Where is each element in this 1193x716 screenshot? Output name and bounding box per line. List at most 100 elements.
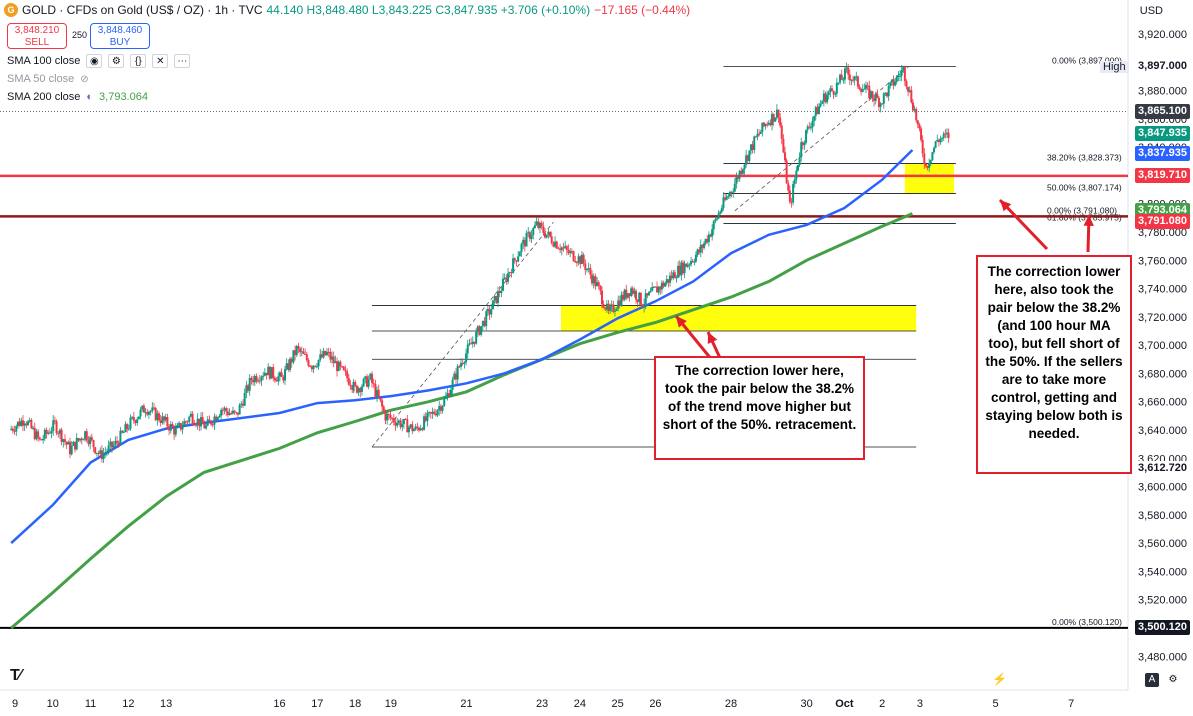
settings-icon[interactable]: ⚙	[108, 54, 125, 68]
x-tick-label: 24	[574, 698, 586, 710]
candle-body	[28, 420, 31, 422]
candle-body	[270, 367, 273, 379]
candle-body	[826, 95, 829, 103]
candle-body	[127, 428, 130, 430]
x-tick-label: 28	[725, 698, 737, 710]
candle-body	[533, 225, 536, 228]
candle-body	[592, 276, 595, 284]
code-icon[interactable]: {}	[130, 54, 147, 68]
candle-body	[673, 272, 676, 279]
candle-body	[704, 239, 707, 244]
candle-body	[341, 366, 344, 368]
candle-body	[907, 86, 910, 92]
candle-body	[908, 90, 911, 92]
y-tick-label: 3,560.000	[1138, 538, 1187, 550]
candle-body	[607, 303, 610, 311]
symbol-title[interactable]: GOLD · CFDs on Gold (US$ / OZ) · 1h · TV…	[22, 3, 263, 17]
candle-body	[806, 126, 809, 130]
candle-body	[267, 366, 270, 376]
candle-body	[369, 373, 372, 380]
candle-body	[404, 419, 407, 421]
candle-body	[615, 308, 618, 311]
settings-gear-icon[interactable]: ⚙	[1168, 674, 1178, 685]
candle-body	[273, 377, 276, 381]
candle-body	[33, 427, 36, 440]
candle-body	[732, 191, 735, 193]
candle-body	[542, 226, 545, 233]
candle-body	[470, 343, 473, 345]
candle-body	[20, 420, 23, 426]
x-tick-label: 7	[1068, 698, 1074, 710]
buy-button[interactable]: 3,848.460 BUY	[90, 23, 150, 49]
candle-body	[525, 232, 528, 247]
candle-body	[737, 176, 740, 179]
candle-body	[191, 413, 194, 424]
replay-icon[interactable]: ⚡	[992, 672, 1007, 686]
gold-coin-icon[interactable]: G	[4, 3, 18, 17]
candle-body	[724, 197, 727, 200]
sell-button[interactable]: 3,848.210 SELL	[7, 23, 67, 49]
candle-body	[712, 221, 715, 230]
candle-body	[882, 93, 885, 104]
candle-body	[677, 265, 680, 278]
candle-body	[735, 176, 738, 184]
candle-body	[522, 239, 525, 244]
candle-body	[503, 277, 506, 279]
candle-body	[62, 439, 65, 442]
candle-body	[359, 388, 362, 393]
candle-body	[840, 74, 843, 80]
chart-header: G GOLD · CFDs on Gold (US$ / OZ) · 1h · …	[0, 0, 690, 20]
candle-body	[453, 373, 456, 380]
candle-body	[331, 356, 334, 360]
candle-body	[329, 351, 332, 360]
candle-body	[502, 278, 505, 291]
candle-body	[662, 282, 665, 287]
candle-body	[500, 290, 503, 293]
candle-body	[173, 427, 176, 435]
candle-body	[496, 291, 499, 304]
candle-body	[798, 157, 801, 166]
candle-body	[562, 247, 565, 249]
candle-body	[887, 86, 890, 97]
candle-body	[263, 372, 266, 376]
candle-body	[137, 416, 140, 420]
candle-body	[220, 409, 223, 416]
indicator-sma50[interactable]: SMA 50 close ⊘	[3, 71, 93, 87]
candle-body	[801, 142, 804, 146]
annotation-arrow-1-head	[676, 316, 687, 328]
candle-body	[574, 260, 577, 263]
eye-icon[interactable]: ◉	[86, 54, 103, 68]
candle-body	[670, 275, 673, 279]
currency-label[interactable]: USD	[1139, 5, 1163, 17]
candle-body	[858, 86, 861, 90]
auto-scale-button[interactable]: A	[1145, 673, 1159, 687]
candle-body	[822, 93, 825, 102]
sell-label: SELL	[24, 37, 50, 48]
candle-body	[937, 140, 940, 143]
candle-body	[154, 407, 157, 421]
candle-body	[419, 428, 422, 431]
candle-body	[874, 94, 877, 101]
y-tick-label: 3,720.000	[1138, 312, 1187, 324]
candle-body	[845, 67, 848, 69]
candle-body	[485, 311, 488, 327]
indicator-sma200[interactable]: SMA 200 close ◐ 3,793.064	[3, 89, 152, 105]
indicator-sma100[interactable]: SMA 100 close ◉ ⚙ {} ✕ ⋯	[3, 53, 195, 69]
candle-body	[664, 283, 667, 287]
candle-body	[850, 79, 853, 81]
ohlc-readout: 44.140 H3,848.480 L3,843.225 C3,847.935 …	[266, 3, 591, 17]
candle-body	[876, 94, 879, 98]
tradingview-logo-icon[interactable]: T⁄	[10, 667, 21, 684]
candle-body	[584, 263, 587, 270]
candle-body	[282, 376, 285, 381]
eye-off-icon[interactable]: ⊘	[80, 73, 89, 85]
candle-body	[112, 444, 115, 448]
candle-body	[317, 359, 320, 367]
candle-body	[771, 113, 774, 126]
candle-body	[654, 286, 657, 288]
delete-icon[interactable]: ✕	[152, 54, 169, 68]
candle-body	[183, 421, 186, 427]
more-icon[interactable]: ⋯	[174, 54, 191, 68]
candle-body	[283, 369, 286, 381]
